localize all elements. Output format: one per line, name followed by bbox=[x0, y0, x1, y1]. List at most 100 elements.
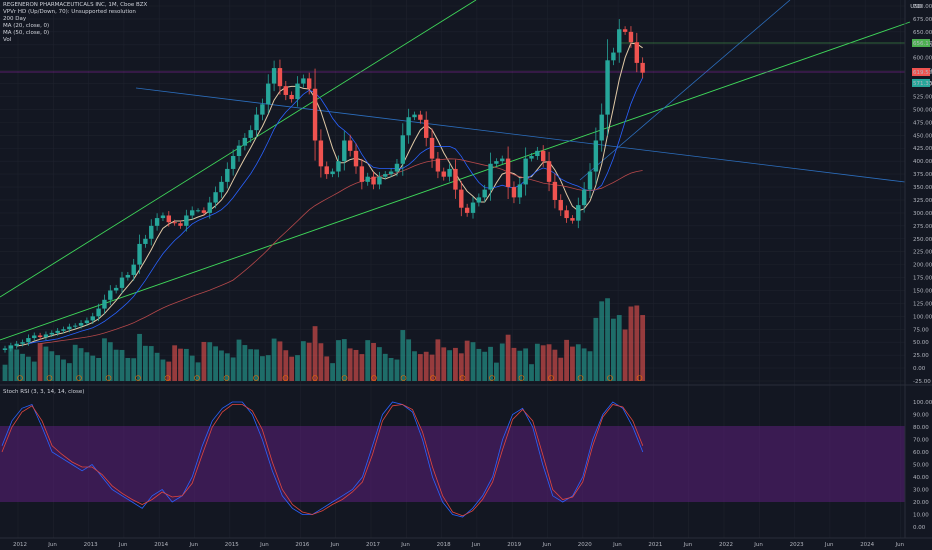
volume-bar bbox=[271, 338, 277, 381]
candle-body bbox=[511, 187, 517, 198]
price-tick-label: 50.00 bbox=[913, 340, 929, 346]
volume-bar bbox=[107, 342, 113, 381]
volume-bar bbox=[49, 351, 55, 381]
candle-body bbox=[546, 161, 552, 182]
candle-body bbox=[622, 29, 628, 32]
volume-bar bbox=[14, 349, 20, 381]
price-axis[interactable]: 700.00675.00650.00625.00600.00575.00550.… bbox=[913, 4, 932, 385]
candle-body bbox=[271, 68, 277, 84]
candle-body bbox=[488, 163, 493, 190]
volume-bar bbox=[494, 362, 499, 381]
price-tick-label: 175.00 bbox=[913, 276, 932, 282]
rsi-tick-label: 100.00 bbox=[913, 400, 932, 406]
volume-bar bbox=[248, 349, 254, 381]
rsi-tick-label: 0.00 bbox=[913, 525, 926, 531]
candle-body bbox=[576, 205, 581, 221]
volume-bar bbox=[26, 356, 31, 381]
candle-body bbox=[587, 171, 593, 190]
volume-bar bbox=[37, 342, 43, 381]
price-tick-label: 275.00 bbox=[913, 224, 932, 230]
symbol-title[interactable]: REGENERON PHARMACEUTICALS INC, 1M, Cboe … bbox=[3, 2, 148, 8]
event-markers bbox=[17, 375, 643, 381]
volume-bar bbox=[529, 364, 534, 381]
volume-bar bbox=[283, 350, 289, 381]
earnings-marker bbox=[135, 375, 141, 381]
rsi-axis[interactable]: 100.00 90.00 80.00 70.00 60.00 50.00 40.00 30.0… bbox=[913, 400, 932, 531]
price-badge-low: 571.33 bbox=[913, 81, 932, 87]
candle-body bbox=[517, 184, 522, 198]
candle-body bbox=[500, 158, 505, 162]
rsi-tick-label: 60.00 bbox=[913, 450, 929, 456]
candle-body bbox=[523, 158, 528, 185]
candle-body bbox=[230, 156, 236, 169]
candle-body bbox=[558, 199, 563, 211]
candle-body bbox=[219, 181, 224, 193]
candle-body bbox=[49, 332, 54, 335]
volume-bar bbox=[336, 340, 341, 381]
volume-label[interactable]: Vol bbox=[3, 37, 12, 43]
candle-body bbox=[143, 238, 148, 244]
earnings-marker bbox=[607, 375, 613, 381]
rsi-tick-label: 70.00 bbox=[913, 438, 929, 444]
volume-bar bbox=[236, 339, 242, 381]
volume-bar bbox=[295, 355, 300, 381]
candle-body bbox=[160, 215, 166, 219]
volume-bar bbox=[119, 349, 125, 381]
moving-averages bbox=[16, 42, 643, 347]
earnings-marker bbox=[489, 375, 495, 381]
price-tick-label: 200.00 bbox=[913, 263, 932, 269]
volume-bar bbox=[406, 339, 412, 381]
ma200-label[interactable]: 200 Day bbox=[3, 16, 27, 22]
candle-body bbox=[154, 218, 160, 226]
candle-body bbox=[289, 94, 294, 100]
candle-body bbox=[32, 335, 37, 339]
price-tick-label: 700.00 bbox=[913, 4, 932, 10]
volume-bar bbox=[143, 345, 148, 381]
rsi-legend[interactable]: Stoch RSI (3, 3, 14, 14, close) bbox=[3, 389, 85, 395]
candle-body bbox=[113, 287, 119, 291]
descending-trendline bbox=[135, 87, 906, 183]
earnings-marker bbox=[459, 375, 466, 381]
volume-bar bbox=[178, 348, 183, 381]
volume-bar bbox=[90, 355, 96, 381]
volume-bar bbox=[300, 341, 306, 381]
candle-body bbox=[593, 140, 599, 172]
volume-bar bbox=[382, 353, 388, 381]
candle-body bbox=[55, 330, 60, 333]
price-tick-label: -25.00 bbox=[913, 379, 931, 385]
time-tick-label: Jun bbox=[824, 542, 834, 548]
candle-body bbox=[213, 192, 218, 203]
ma50-label[interactable]: MA (50, close, 0) bbox=[3, 30, 50, 36]
volume-bar bbox=[365, 340, 371, 381]
time-tick-label: 2017 bbox=[366, 542, 380, 548]
price-badge-high-bg bbox=[912, 39, 930, 47]
candle-body bbox=[184, 215, 189, 226]
volume-bar bbox=[599, 301, 605, 381]
time-axis[interactable]: 2012 Jun 2013 Jun 2014 Jun 2015 Jun 2016 Jun 2017 J… bbox=[13, 542, 905, 548]
volume-bar bbox=[417, 354, 423, 381]
candle-body bbox=[96, 308, 101, 317]
candle-body bbox=[301, 78, 306, 84]
price-tick-label: 500.00 bbox=[913, 107, 932, 113]
earnings-marker bbox=[636, 375, 643, 381]
volume-bar bbox=[534, 343, 540, 381]
vpvr-label[interactable]: VPVr HD (Up/Down, 70): Unsupported resol… bbox=[3, 9, 136, 15]
volume-bar bbox=[458, 353, 464, 381]
volume-bar bbox=[20, 353, 25, 381]
volume-bar bbox=[131, 358, 137, 381]
earnings-marker bbox=[223, 375, 230, 381]
ma20-label[interactable]: MA (20, close, 0) bbox=[3, 23, 50, 29]
volume-bar bbox=[166, 361, 172, 381]
stoch-rsi-lines bbox=[1, 401, 644, 518]
volume-bar bbox=[570, 346, 575, 381]
candle-body bbox=[166, 215, 171, 223]
volume-bar bbox=[476, 348, 482, 381]
volume-bar bbox=[219, 350, 224, 381]
candle-body bbox=[628, 31, 634, 43]
candle-body bbox=[330, 171, 335, 175]
volume-bar bbox=[341, 339, 347, 381]
price-tick-label: 450.00 bbox=[913, 133, 932, 139]
price-tick-label: 350.00 bbox=[913, 185, 932, 191]
candle-body bbox=[599, 114, 604, 141]
